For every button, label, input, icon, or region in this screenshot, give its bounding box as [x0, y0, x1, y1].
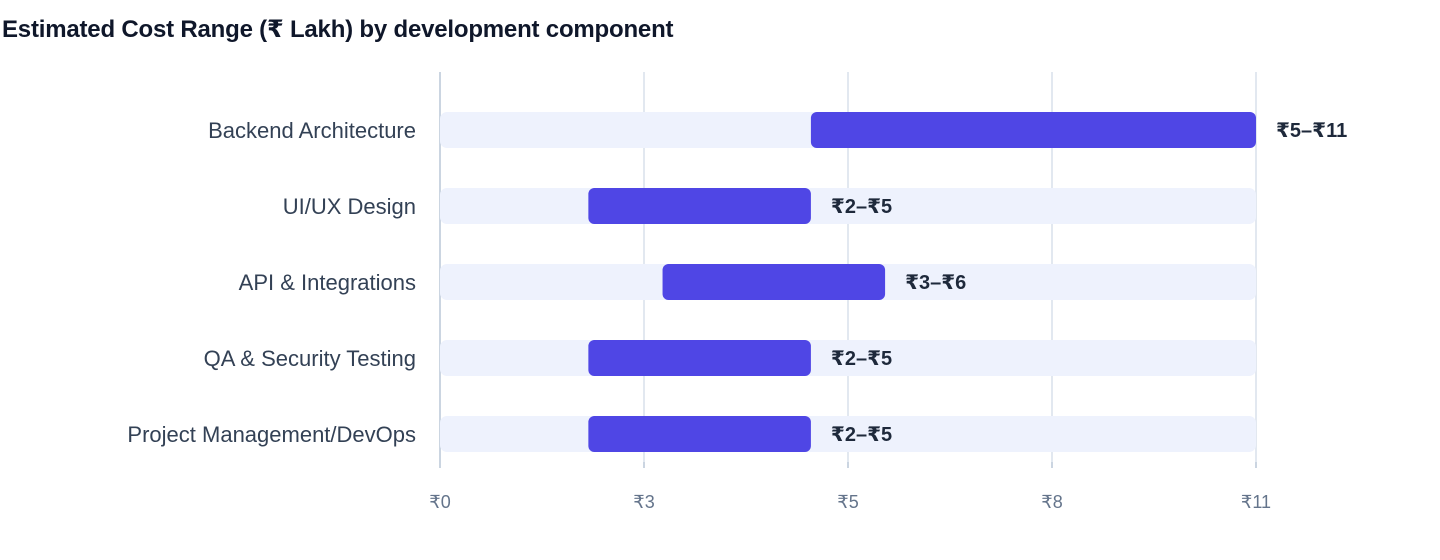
x-tick-label: ₹3: [633, 492, 654, 512]
category-label: QA & Security Testing: [204, 346, 416, 371]
labels: ₹0 ₹3 ₹5 ₹8 ₹11 Backend Architecture ₹5–₹11 UI/…: [127, 118, 1347, 512]
x-tick-label: ₹11: [1241, 492, 1271, 512]
range-bar: [662, 264, 886, 300]
range-bar: [588, 340, 811, 376]
range-bar: [588, 188, 811, 224]
range-value-label: ₹2–₹5: [831, 348, 892, 370]
range-bar: [588, 416, 811, 452]
x-tick-label: ₹8: [1041, 492, 1062, 512]
category-label: Project Management/DevOps: [127, 422, 416, 447]
range-value-label: ₹5–₹11: [1276, 120, 1347, 142]
range-bar: [810, 112, 1256, 148]
x-tick-label: ₹0: [429, 492, 450, 512]
category-label: UI/UX Design: [283, 194, 416, 219]
chart-title: Estimated Cost Range (₹ Lakh) by develop…: [2, 16, 674, 43]
range-value-label: ₹2–₹5: [831, 196, 892, 218]
range-value-label: ₹3–₹6: [905, 272, 966, 294]
x-tick-label: ₹5: [837, 492, 858, 512]
range-bars: [588, 112, 1256, 452]
range-value-label: ₹2–₹5: [831, 424, 892, 446]
category-label: Backend Architecture: [208, 118, 416, 143]
category-label: API & Integrations: [239, 270, 416, 295]
